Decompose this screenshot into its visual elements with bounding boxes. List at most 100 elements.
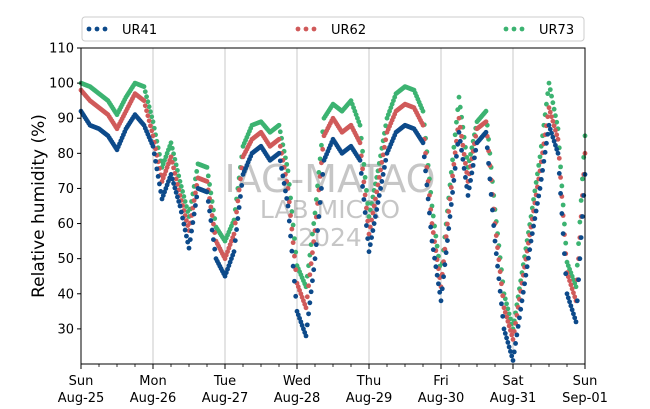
data-point xyxy=(290,222,296,228)
legend-label: UR73 xyxy=(539,23,574,38)
x-tick-day: Wed xyxy=(283,374,311,389)
y-tick-label: 40 xyxy=(57,287,74,302)
data-point xyxy=(451,161,457,167)
data-point xyxy=(420,108,426,114)
data-point xyxy=(571,311,576,317)
data-point xyxy=(569,307,575,313)
data-point xyxy=(430,230,436,235)
data-point xyxy=(374,189,380,195)
data-point xyxy=(545,114,551,120)
data-point xyxy=(541,158,547,164)
data-point xyxy=(365,236,371,242)
data-point xyxy=(537,154,543,160)
data-point xyxy=(209,227,215,233)
data-point xyxy=(497,288,503,294)
data-point xyxy=(554,146,560,152)
data-point xyxy=(288,195,293,201)
data-point xyxy=(473,147,479,153)
data-point xyxy=(378,167,383,173)
data-point xyxy=(499,281,504,287)
data-point xyxy=(487,176,493,182)
data-point xyxy=(380,172,386,177)
data-point xyxy=(285,168,291,174)
data-point xyxy=(441,274,446,280)
x-tick-label: Aug-31 xyxy=(490,391,537,406)
data-point xyxy=(365,218,371,224)
data-point xyxy=(550,118,556,124)
data-point xyxy=(315,183,320,189)
data-point xyxy=(454,119,459,125)
data-point xyxy=(495,245,500,251)
data-point xyxy=(551,123,557,129)
data-point xyxy=(496,276,502,282)
data-point xyxy=(307,300,313,306)
data-point xyxy=(373,196,378,202)
data-point xyxy=(382,164,387,170)
data-point xyxy=(371,203,377,209)
data-point xyxy=(573,284,579,290)
data-point xyxy=(565,295,571,301)
x-tick-label: Aug-30 xyxy=(418,391,465,406)
grid-lines xyxy=(152,48,514,364)
data-point xyxy=(554,132,560,138)
data-point xyxy=(540,167,545,173)
data-point xyxy=(500,293,506,299)
data-point xyxy=(194,168,200,174)
data-point xyxy=(311,221,317,226)
data-point xyxy=(357,157,363,163)
data-point xyxy=(439,286,445,292)
data-point xyxy=(158,189,164,194)
data-point xyxy=(447,196,453,202)
data-point xyxy=(577,219,583,225)
data-point xyxy=(553,113,558,119)
y-tick-label: 30 xyxy=(57,322,74,337)
data-point xyxy=(562,251,567,257)
data-point xyxy=(532,188,538,194)
data-point xyxy=(437,289,443,295)
data-point xyxy=(307,272,313,278)
data-point xyxy=(231,231,237,237)
data-point xyxy=(463,160,468,166)
data-point xyxy=(205,199,211,204)
data-point xyxy=(367,242,373,248)
data-point xyxy=(172,171,178,176)
data-point xyxy=(470,162,476,168)
data-point xyxy=(235,198,241,204)
data-point xyxy=(572,294,578,300)
data-point xyxy=(504,301,509,307)
data-point xyxy=(560,231,566,236)
data-point xyxy=(360,166,365,172)
data-point xyxy=(289,248,295,254)
data-point xyxy=(531,223,536,229)
data-point xyxy=(469,170,475,176)
data-point xyxy=(532,216,538,221)
data-point xyxy=(538,177,544,182)
data-point xyxy=(424,182,430,188)
x-tick-day: Tue xyxy=(213,374,236,389)
data-point xyxy=(155,174,161,179)
data-point xyxy=(438,298,444,304)
data-point xyxy=(558,191,563,196)
data-point xyxy=(454,153,459,159)
data-point xyxy=(445,221,450,227)
data-point xyxy=(564,291,570,297)
data-point xyxy=(510,358,516,363)
data-point xyxy=(508,327,513,333)
data-point xyxy=(448,202,454,207)
y-tick-label: 100 xyxy=(49,77,74,92)
data-point xyxy=(460,156,466,162)
data-point xyxy=(465,193,471,198)
data-point xyxy=(369,235,374,241)
data-point xyxy=(293,249,299,255)
legend-item-UR73: UR73 xyxy=(503,23,574,38)
data-point xyxy=(169,145,175,151)
data-point xyxy=(562,221,567,227)
data-point xyxy=(317,200,323,205)
data-point xyxy=(456,115,462,121)
data-point xyxy=(573,319,579,325)
data-point xyxy=(303,305,309,311)
data-point xyxy=(452,165,458,171)
data-point xyxy=(177,203,183,209)
data-point xyxy=(547,126,553,132)
